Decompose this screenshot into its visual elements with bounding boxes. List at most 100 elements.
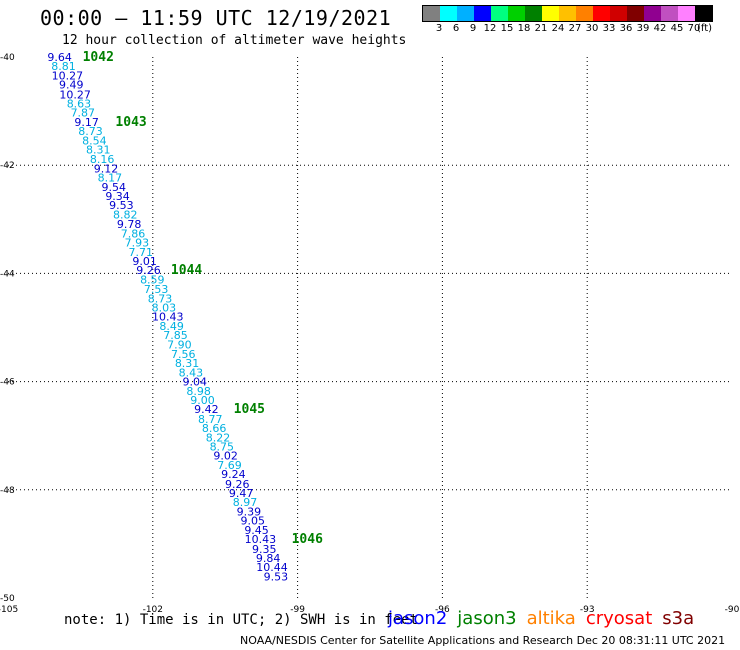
wave-height-label: 9.05: [240, 515, 265, 528]
satellite-legend-s3a: s3a: [662, 608, 695, 629]
satellite-legend: jason2 jason3 altika cryosat s3a: [388, 608, 704, 629]
credit-line: NOAA/NESDIS Center for Satellite Applica…: [240, 634, 726, 647]
colorbar-label: 30: [585, 23, 599, 34]
wave-height-label: 7.90: [167, 338, 192, 351]
wave-height-label: 7.85: [163, 329, 188, 342]
colorbar-label: 21: [534, 23, 548, 34]
wave-height-label: 8.66: [202, 422, 227, 435]
wave-height-label: 9.26: [136, 264, 161, 277]
colorbar-swatch: [576, 6, 593, 21]
x-tick-label: -93: [580, 605, 595, 615]
wave-height-label: 8.17: [98, 172, 123, 185]
x-tick-label: -102: [143, 605, 163, 615]
wave-height-label: 8.97: [233, 496, 258, 509]
y-tick-label: -40: [0, 53, 15, 63]
wave-height-label: 9.53: [109, 199, 134, 212]
wave-height-label: 7.87: [71, 107, 96, 120]
colorbar-label: 15: [500, 23, 514, 34]
wave-height-label: 9.12: [94, 162, 119, 175]
wave-height-label: 9.39: [237, 505, 262, 518]
colorbar-swatch: [440, 6, 457, 21]
colorbar-swatch: [661, 6, 678, 21]
colorbar-swatch: [593, 6, 610, 21]
wave-height-label: 9.04: [183, 376, 208, 389]
satellite-legend-cryosat: cryosat: [585, 608, 653, 629]
time-label: 1044: [171, 263, 202, 278]
wave-height-label: 7.86: [121, 227, 146, 240]
wave-height-label: 10.27: [59, 88, 91, 101]
wave-height-label: 9.53: [264, 570, 289, 583]
time-label: 1045: [234, 402, 265, 417]
colorbar-label: 27: [568, 23, 582, 34]
wave-height-label: 8.73: [148, 292, 173, 305]
wave-height-label: 9.45: [244, 524, 269, 537]
wave-height-label: 7.93: [125, 237, 150, 250]
colorbar-swatch: [508, 6, 525, 21]
wave-height-label: 8.31: [175, 357, 200, 370]
wave-height-label: 7.53: [144, 283, 169, 296]
colorbar-label: 36: [619, 23, 633, 34]
x-tick-label: -90: [725, 605, 740, 615]
wave-height-label: 9.84: [256, 552, 281, 565]
colorbar-swatches: [422, 5, 713, 22]
wave-height-label: 10.44: [256, 561, 288, 574]
y-tick-label: -44: [0, 269, 15, 279]
satellite-legend-jason2: jason2: [388, 608, 448, 629]
wave-height-label: 9.00: [190, 394, 215, 407]
wave-height-label: 8.59: [140, 273, 165, 286]
wave-height-label: 9.24: [221, 468, 246, 481]
colorbar-legend: 3 6 9 12 15 18 21 24 27 30 33 36 39 42 45 70 (ft): [422, 5, 713, 34]
colorbar-labels: 3 6 9 12 15 18 21 24 27 30 33 36 39 42 45 70 (ft): [422, 22, 713, 34]
colorbar-label: 6: [452, 23, 460, 34]
wave-height-label: 9.54: [101, 181, 126, 194]
wave-height-label: 9.26: [225, 478, 250, 491]
colorbar-swatch: [610, 6, 627, 21]
colorbar-label: (ft): [696, 23, 713, 34]
chart-subtitle: 12 hour collection of altimeter wave hei…: [62, 33, 407, 48]
wave-height-label: 9.01: [132, 255, 157, 268]
wave-height-label: 10.43: [245, 533, 277, 546]
wave-height-label: 9.42: [194, 403, 219, 416]
wave-height-label: 8.03: [152, 301, 177, 314]
wave-height-label: 8.63: [67, 98, 92, 111]
colorbar-label: 33: [602, 23, 616, 34]
wave-height-label: 10.43: [152, 311, 184, 324]
wave-height-label: 8.73: [78, 125, 103, 138]
x-tick-label: -99: [290, 605, 305, 615]
wave-height-label: 10.27: [52, 69, 84, 82]
wave-height-label: 9.47: [229, 487, 254, 500]
chart-title: 00:00 – 11:59 UTC 12/19/2021: [40, 6, 392, 30]
colorbar-label: 12: [483, 23, 497, 34]
colorbar-label: 70: [687, 23, 701, 34]
wave-height-label: 9.17: [74, 116, 99, 129]
x-tick-label: -96: [435, 605, 450, 615]
colorbar-swatch: [627, 6, 644, 21]
colorbar-label: 24: [551, 23, 565, 34]
wave-height-label: 7.69: [217, 459, 242, 472]
satellite-legend-altika: altika: [526, 608, 576, 629]
colorbar-label: 18: [517, 23, 531, 34]
colorbar-swatch: [644, 6, 661, 21]
wave-height-label: 8.82: [113, 208, 138, 221]
colorbar-label: 9: [469, 23, 477, 34]
time-label: 1046: [292, 532, 323, 547]
wave-height-label: 9.34: [105, 190, 130, 203]
wave-height-label: 7.56: [171, 348, 196, 361]
wave-height-label: 9.64: [47, 51, 72, 64]
colorbar-swatch: [559, 6, 576, 21]
colorbar-swatch: [525, 6, 542, 21]
colorbar-label: 3: [435, 23, 443, 34]
x-tick-label: -105: [0, 605, 18, 615]
wave-height-label: 7.71: [128, 246, 153, 259]
wave-height-label: 8.54: [82, 134, 107, 147]
wave-height-label: 8.81: [51, 60, 76, 73]
colorbar-swatch: [457, 6, 474, 21]
colorbar-label: 45: [670, 23, 684, 34]
wave-height-label: 8.77: [198, 413, 223, 426]
colorbar-swatch: [423, 6, 440, 21]
y-tick-label: -48: [0, 486, 15, 496]
colorbar-swatch: [695, 6, 712, 21]
y-tick-label: -46: [0, 378, 15, 388]
colorbar-label: 42: [653, 23, 667, 34]
wave-height-label: 9.78: [117, 218, 142, 231]
